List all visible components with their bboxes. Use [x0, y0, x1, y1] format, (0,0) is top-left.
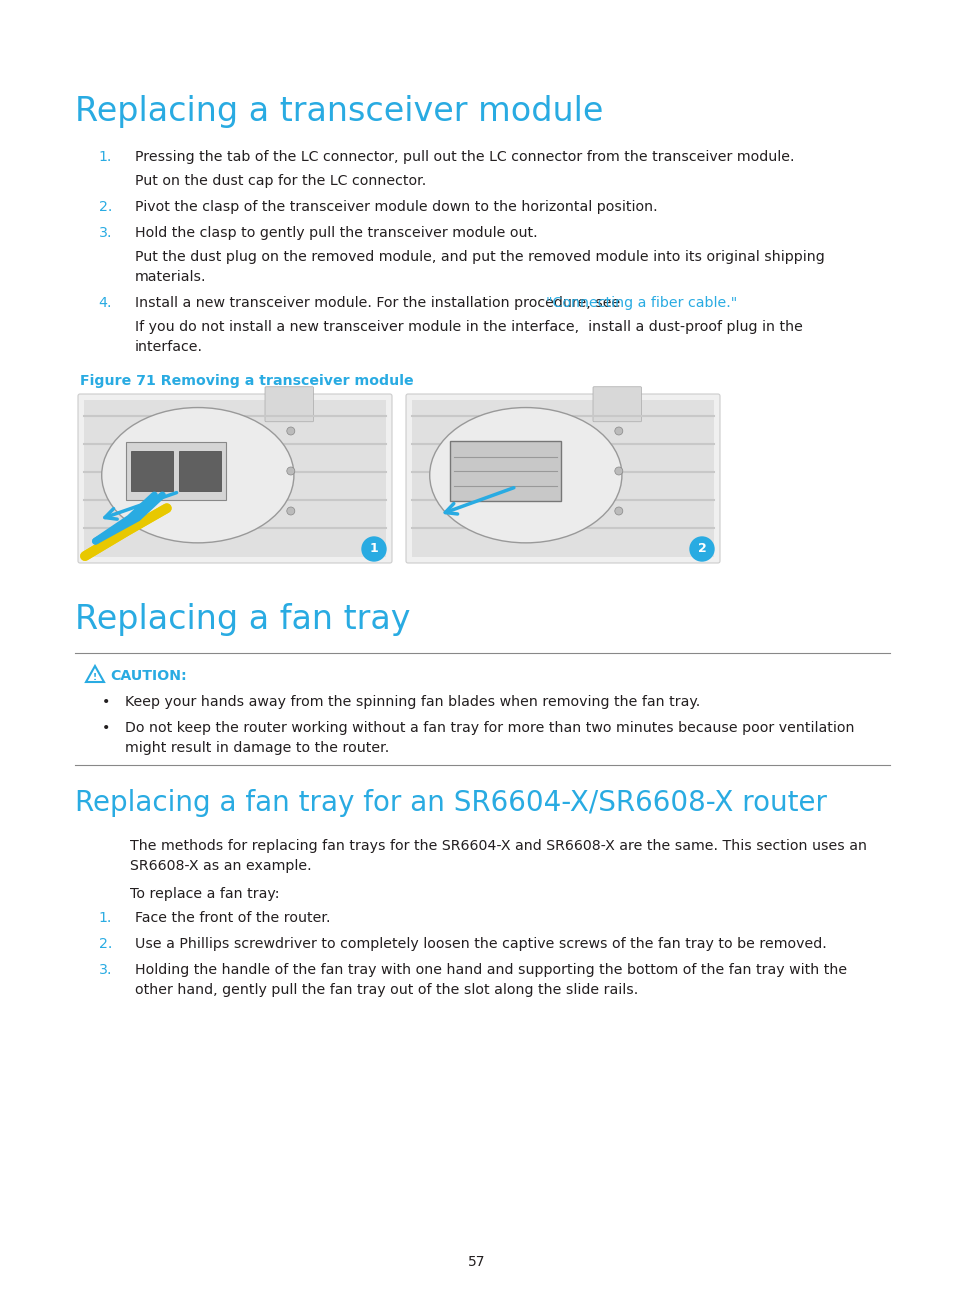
Text: Replacing a fan tray for an SR6604-X/SR6608-X router: Replacing a fan tray for an SR6604-X/SR6… [75, 789, 826, 816]
Text: other hand, gently pull the fan tray out of the slot along the slide rails.: other hand, gently pull the fan tray out… [135, 982, 638, 997]
Text: 4.: 4. [98, 295, 112, 310]
Ellipse shape [102, 407, 294, 543]
Circle shape [287, 467, 294, 476]
Text: Face the front of the router.: Face the front of the router. [135, 911, 330, 925]
FancyBboxPatch shape [78, 394, 392, 562]
Text: Hold the clasp to gently pull the transceiver module out.: Hold the clasp to gently pull the transc… [135, 226, 537, 240]
FancyBboxPatch shape [179, 451, 220, 491]
Circle shape [614, 426, 622, 435]
FancyBboxPatch shape [132, 451, 172, 491]
Bar [84, 400, 386, 557]
Text: Holding the handle of the fan tray with one hand and supporting the bottom of th: Holding the handle of the fan tray with … [135, 963, 846, 977]
Text: Put on the dust cap for the LC connector.: Put on the dust cap for the LC connector… [135, 174, 426, 188]
Text: The methods for replacing fan trays for the SR6604-X and SR6608-X are the same. : The methods for replacing fan trays for … [130, 839, 866, 853]
Circle shape [287, 507, 294, 515]
Text: 2.: 2. [98, 937, 112, 951]
Text: interface.: interface. [135, 340, 203, 354]
Ellipse shape [429, 407, 621, 543]
Text: Do not keep the router working without a fan tray for more than two minutes beca: Do not keep the router working without a… [125, 721, 854, 735]
Bar [412, 400, 713, 557]
Text: 1.: 1. [98, 150, 112, 165]
FancyBboxPatch shape [459, 451, 500, 491]
Text: might result in damage to the router.: might result in damage to the router. [125, 741, 389, 756]
Text: Replacing a transceiver module: Replacing a transceiver module [75, 95, 602, 128]
Text: 2.: 2. [98, 200, 112, 214]
Text: 3.: 3. [98, 963, 112, 977]
Text: 57: 57 [468, 1255, 485, 1269]
FancyBboxPatch shape [127, 442, 226, 500]
FancyBboxPatch shape [406, 394, 720, 562]
Text: 3.: 3. [98, 226, 112, 240]
Text: Pivot the clasp of the transceiver module down to the horizontal position.: Pivot the clasp of the transceiver modul… [135, 200, 657, 214]
FancyBboxPatch shape [507, 451, 548, 491]
Circle shape [614, 507, 622, 515]
Text: Install a new transceiver module. For the installation procedure, see: Install a new transceiver module. For th… [135, 295, 624, 310]
Text: 1.: 1. [98, 911, 112, 925]
Text: Replacing a fan tray: Replacing a fan tray [75, 603, 410, 636]
FancyBboxPatch shape [450, 441, 560, 502]
Text: 2: 2 [697, 543, 705, 556]
Text: Pressing the tab of the LC connector, pull out the LC connector from the transce: Pressing the tab of the LC connector, pu… [135, 150, 794, 165]
Text: Use a Phillips screwdriver to completely loosen the captive screws of the fan tr: Use a Phillips screwdriver to completely… [135, 937, 826, 951]
Text: •: • [102, 721, 111, 735]
FancyBboxPatch shape [454, 442, 553, 500]
Text: If you do not install a new transceiver module in the interface,  install a dust: If you do not install a new transceiver … [135, 320, 802, 334]
Text: 1: 1 [369, 543, 378, 556]
Text: Put the dust plug on the removed module, and put the removed module into its ori: Put the dust plug on the removed module,… [135, 250, 824, 264]
FancyBboxPatch shape [265, 386, 314, 421]
Text: CAUTION:: CAUTION: [110, 669, 187, 683]
Text: "Connecting a fiber cable.": "Connecting a fiber cable." [545, 295, 736, 310]
FancyBboxPatch shape [593, 386, 640, 421]
Text: !: ! [92, 673, 97, 682]
Text: Keep your hands away from the spinning fan blades when removing the fan tray.: Keep your hands away from the spinning f… [125, 695, 700, 709]
Text: To replace a fan tray:: To replace a fan tray: [130, 886, 279, 901]
Text: •: • [102, 695, 111, 709]
Circle shape [614, 467, 622, 476]
Circle shape [689, 537, 713, 561]
Text: materials.: materials. [135, 270, 206, 284]
Circle shape [361, 537, 386, 561]
Circle shape [287, 426, 294, 435]
Text: SR6608-X as an example.: SR6608-X as an example. [130, 859, 312, 874]
Text: Figure 71 Removing a transceiver module: Figure 71 Removing a transceiver module [80, 375, 414, 388]
